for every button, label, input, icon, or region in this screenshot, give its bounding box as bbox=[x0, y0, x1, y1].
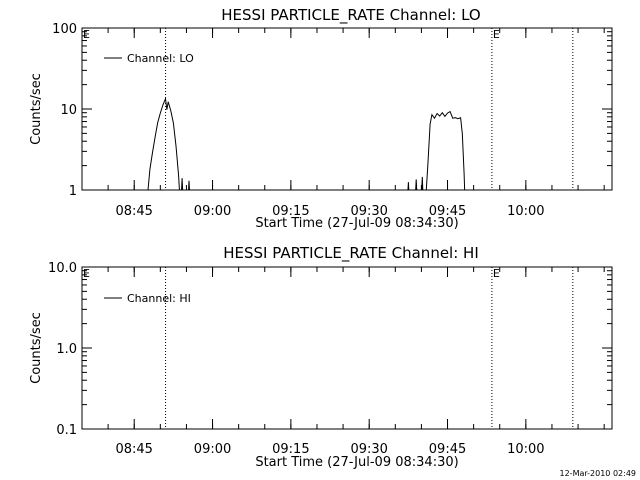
y-axis-label: Counts/sec bbox=[29, 312, 44, 384]
x-tick-label: 09:15 bbox=[272, 204, 309, 219]
series-line bbox=[407, 182, 410, 190]
x-tick-label: 09:45 bbox=[429, 442, 466, 457]
x-tick-label: 09:45 bbox=[429, 204, 466, 219]
y-axis-label: Counts/sec bbox=[29, 73, 44, 145]
x-tick-label: 08:45 bbox=[115, 204, 152, 219]
x-tick-label: 09:30 bbox=[350, 442, 387, 457]
x-tick-label: 09:15 bbox=[272, 442, 309, 457]
x-tick-label: 10:00 bbox=[507, 442, 544, 457]
x-tick-label: 10:00 bbox=[507, 204, 544, 219]
x-axis-label: Start Time (27-Jul-09 08:34:30) bbox=[255, 216, 458, 231]
x-tick-label: 09:00 bbox=[194, 442, 231, 457]
x-tick-label: 09:30 bbox=[350, 204, 387, 219]
x-axis-label: Start Time (27-Jul-09 08:34:30) bbox=[255, 455, 458, 470]
chart-title: HESSI PARTICLE_RATE Channel: LO bbox=[221, 6, 480, 25]
event-marker-label: E bbox=[493, 267, 500, 280]
series-line bbox=[147, 96, 180, 190]
axis-marker-label: E bbox=[83, 28, 90, 41]
event-marker-label: E bbox=[493, 28, 500, 41]
series-line bbox=[188, 180, 190, 190]
footer-timestamp: 12-Mar-2010 02:49 bbox=[559, 469, 637, 478]
series-line bbox=[421, 176, 424, 190]
series-line bbox=[425, 110, 466, 190]
y-tick-label: 10 bbox=[60, 103, 77, 118]
data-area bbox=[147, 96, 466, 190]
legend-label: Channel: HI bbox=[127, 292, 191, 305]
series-line bbox=[181, 178, 184, 190]
x-tick-label: 08:45 bbox=[115, 442, 152, 457]
y-tick-label: 0.1 bbox=[56, 423, 77, 438]
y-tick-label: 100 bbox=[52, 22, 77, 37]
lo-channel-panel: HESSI PARTICLE_RATE Channel: LO 1 10 100 08:… bbox=[29, 6, 613, 231]
series-line bbox=[415, 179, 418, 190]
y-tick-label: 10.0 bbox=[48, 261, 77, 276]
x-tick-label: 09:00 bbox=[194, 204, 231, 219]
y-tick-label: 1.0 bbox=[56, 342, 77, 357]
legend-label: Channel: LO bbox=[127, 52, 194, 65]
chart-title: HESSI PARTICLE_RATE Channel: HI bbox=[223, 244, 479, 263]
hi-channel-panel: HESSI PARTICLE_RATE Channel: HI 0.1 1.0 10.… bbox=[29, 244, 613, 470]
y-tick-label: 1 bbox=[69, 184, 77, 199]
axis-marker-label: E bbox=[83, 267, 90, 280]
